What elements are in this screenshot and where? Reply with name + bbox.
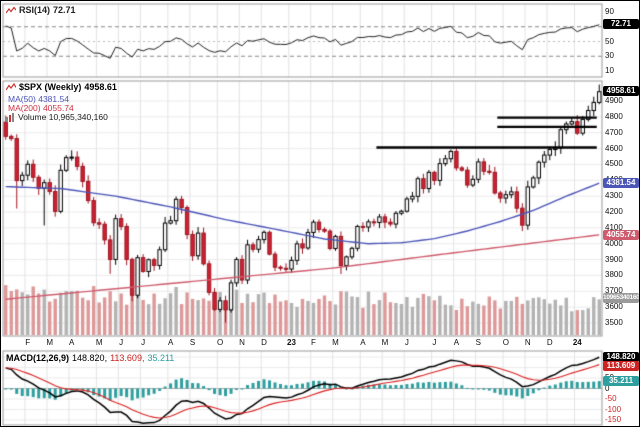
x-axis-label: J [404, 338, 409, 347]
macd-signal-value: 113.609, [110, 353, 145, 363]
x-axis-label: M [46, 338, 54, 347]
volume-legend: Volume 10,965,340,160 [6, 112, 108, 122]
last-price-badge: 4958.61 [603, 86, 639, 96]
symbol-last-value: 4958.61 [84, 82, 117, 92]
x-axis-label: N [239, 338, 245, 347]
macd-line-value: 148.820, [72, 353, 108, 363]
ma50-value-badge: 4381.54 [603, 178, 639, 188]
price-tick-label: 3700 [605, 286, 623, 296]
rsi-tick-label: 50 [605, 36, 614, 46]
volume-bars-icon [6, 112, 14, 122]
rsi-tick-label: 10 [605, 66, 614, 75]
price-tick-label: 4300 [605, 191, 623, 201]
x-axis-label: A [453, 338, 460, 347]
rsi-indicator-icon [6, 6, 16, 13]
macd-hist-value: 35.211 [147, 353, 175, 363]
ma200-value-badge: 4055.74 [603, 230, 639, 240]
price-tick-label: 4000 [605, 238, 623, 248]
rsi-label: RSI(14) [19, 5, 51, 15]
rsi-value: 72.71 [53, 5, 76, 15]
x-axis-label: A [69, 338, 75, 347]
price-tick-label: 4500 [605, 159, 623, 169]
symbol-title: $SPX (Weekly) [19, 82, 82, 92]
macd-header: MACD(12,26,9) 148.820, 113.609, 35.211 [6, 353, 174, 363]
price-tick-label: 4600 [605, 143, 623, 153]
x-axis-label: 24 [572, 338, 582, 347]
x-axis-label: O [502, 338, 509, 347]
rsi-tick-label: 30 [605, 51, 614, 61]
ma50-legend: MA(50) 4381.54 [8, 94, 69, 104]
ma200-legend: MA(200) 4055.74 [8, 103, 74, 113]
volume-label: Volume 10,965,340,160 [18, 112, 108, 122]
macd-tick-label: -150 [605, 415, 622, 424]
x-axis-label: 23 [287, 338, 296, 347]
price-tick-label: 3600 [605, 302, 623, 312]
x-axis-label: J [432, 338, 437, 347]
x-axis-label: M [332, 338, 339, 347]
x-axis-label: A [360, 338, 366, 347]
price-indicator-icon [6, 82, 16, 90]
x-axis-label: S [189, 338, 196, 347]
rsi-tick-label: 90 [605, 7, 614, 16]
rsi-value-badge: 72.71 [603, 19, 639, 29]
macd-label: MACD(12,26,9) [6, 353, 70, 363]
x-axis-label: N [524, 338, 531, 347]
x-axis-label: A [167, 338, 174, 347]
x-axis-label: M [381, 338, 389, 347]
price-tick-label: 3800 [605, 270, 623, 280]
macd-tick-label: 0 [605, 383, 610, 393]
volume-value-badge: 10965340160 [603, 293, 640, 303]
price-tick-label: 4200 [605, 207, 623, 216]
hist-value-badge: 35.211 [603, 376, 639, 386]
x-axis-label: O [216, 338, 224, 347]
x-axis-label: J [141, 338, 146, 347]
price-tick-label: 4100 [605, 222, 623, 232]
x-axis-label: D [261, 338, 267, 347]
x-axis-label: F [25, 338, 31, 347]
price-tick-label: 4700 [605, 127, 623, 137]
signal-value-badge: 113.609 [603, 361, 639, 371]
x-axis-label: J [119, 338, 124, 347]
x-axis-label: M [95, 338, 103, 347]
x-axis-label: D [546, 338, 553, 347]
x-axis-label: S [475, 338, 482, 347]
symbol-header: $SPX (Weekly) 4958.61 [6, 82, 117, 92]
price-tick-label: 4800 [605, 111, 623, 121]
price-tick-label: 3500 [605, 318, 623, 327]
macd-value-badge: 148.820 [603, 352, 639, 362]
x-axis-label: F [311, 338, 316, 347]
price-tick-label: 3900 [605, 254, 623, 264]
rsi-header: RSI(14) 72.71 [6, 5, 76, 15]
macd-tick-label: -100 [605, 404, 622, 414]
price-tick-label: 4900 [605, 96, 623, 105]
macd-tick-label: -50 [605, 394, 617, 403]
